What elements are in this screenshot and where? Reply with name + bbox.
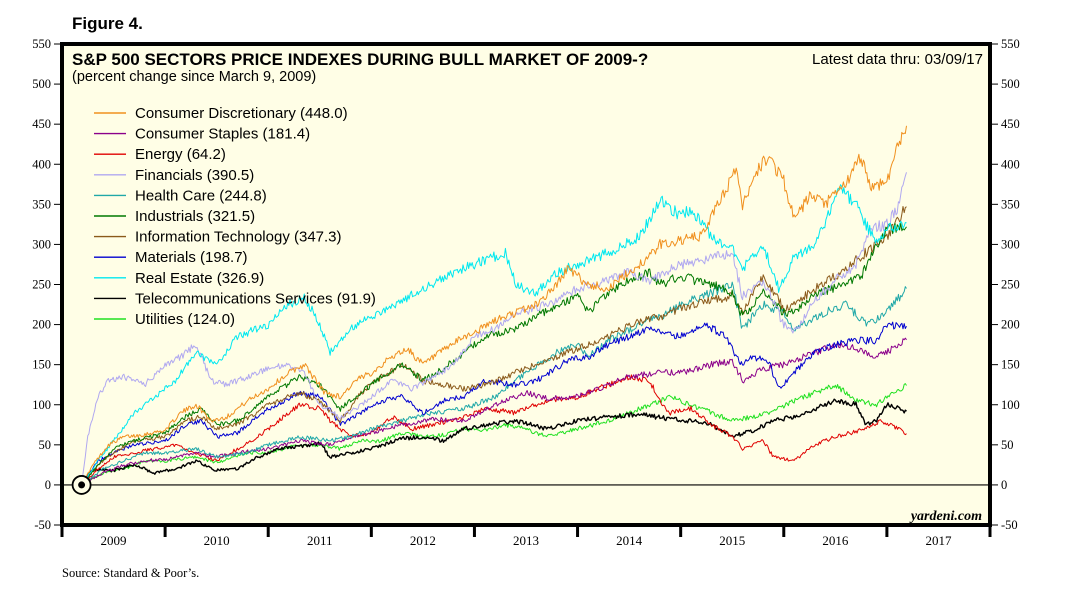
legend-label: Materials (198.7) <box>135 249 248 266</box>
legend-item: Information Technology (347.3) <box>94 229 342 246</box>
y-tick-label-right: 100 <box>1001 398 1020 412</box>
y-tick-label-left: 150 <box>32 358 51 372</box>
plot-background <box>62 44 990 525</box>
latest-data-annotation: Latest data thru: 03/09/17 <box>812 51 983 68</box>
legend-item: Utilities (124.0) <box>94 311 235 328</box>
y-tick-label-left: 400 <box>32 157 51 171</box>
y-tick-label-right: 450 <box>1001 117 1020 131</box>
legend-label: Consumer Staples (181.4) <box>135 126 310 143</box>
legend-item: Health Care (244.8) <box>94 187 267 204</box>
legend-label: Industrials (321.5) <box>135 208 255 225</box>
y-tick-label-right: 0 <box>1001 478 1007 492</box>
x-tick-label: 2012 <box>410 533 436 548</box>
x-tick-label: 2009 <box>101 533 127 548</box>
legend-item: Real Estate (326.9) <box>94 270 264 287</box>
legend-item: Consumer Staples (181.4) <box>94 126 310 143</box>
y-tick-label-left: 200 <box>32 318 51 332</box>
y-tick-label-right: 350 <box>1001 197 1020 211</box>
x-tick-label: 2014 <box>616 533 643 548</box>
x-axis: 2009 2010 2011 2012 2013 2014 2015 2016 2017 <box>60 525 992 548</box>
y-tick-label-left: 250 <box>32 278 51 292</box>
y-tick-label-left: 500 <box>32 77 51 91</box>
watermark: yardeni.com <box>909 509 982 524</box>
x-tick-label: 2015 <box>719 533 745 548</box>
chart-subtitle: (percent change since March 9, 2009) <box>72 69 316 85</box>
x-tick-label: 2016 <box>822 533 849 548</box>
y-tick-label-right: 200 <box>1001 318 1020 332</box>
y-tick-label-right: 500 <box>1001 77 1020 91</box>
y-tick-label-right: 150 <box>1001 358 1020 372</box>
series-line-financials <box>81 172 907 485</box>
y-tick-label-right: 400 <box>1001 157 1020 171</box>
legend-item: Materials (198.7) <box>94 249 248 266</box>
series-line-information-technology <box>81 206 907 486</box>
y-tick-label-right: -50 <box>1001 518 1018 532</box>
legend: Consumer Discretionary (448.0) Consumer S… <box>94 105 376 328</box>
legend-item: Energy (64.2) <box>94 146 226 163</box>
series-layer <box>81 125 907 486</box>
source-note: Source: Standard & Poor’s. <box>62 566 200 580</box>
y-tick-label-left: 100 <box>32 398 51 412</box>
y-tick-label-left: 550 <box>32 37 51 51</box>
legend-label: Financials (390.5) <box>135 167 254 184</box>
y-axis-right: -50 0 50 100 150 200 250 300 350 400 450 500 550 <box>990 37 1020 532</box>
legend-label: Consumer Discretionary (448.0) <box>135 105 348 122</box>
series-line-energy <box>81 374 907 486</box>
chart-title: S&P 500 SECTORS PRICE INDEXES DURING BUL… <box>72 50 648 69</box>
x-tick-label: 2011 <box>307 533 333 548</box>
series-line-real-estate <box>81 184 907 486</box>
series-line-consumer-discretionary <box>81 125 907 486</box>
legend-label: Energy (64.2) <box>135 146 226 163</box>
legend-label: Telecommunications Services (91.9) <box>135 290 376 307</box>
legend-label: Real Estate (326.9) <box>135 270 264 287</box>
legend-item: Telecommunications Services (91.9) <box>94 290 376 307</box>
origin-marker-dot <box>78 481 86 489</box>
y-tick-label-right: 50 <box>1001 438 1014 452</box>
y-tick-label-left: 350 <box>32 197 51 211</box>
y-tick-label-left: 300 <box>32 237 51 251</box>
x-tick-label: 2017 <box>925 533 952 548</box>
y-axis-left: -50 0 50 100 150 200 250 300 350 400 450 500 550 <box>32 37 62 532</box>
y-tick-label-right: 300 <box>1001 237 1020 251</box>
legend-item: Industrials (321.5) <box>94 208 255 225</box>
legend-label: Information Technology (347.3) <box>135 229 342 246</box>
y-tick-label-left: 50 <box>39 438 52 452</box>
series-line-industrials <box>81 222 907 486</box>
y-tick-label-left: 450 <box>32 117 51 131</box>
series-line-telecommunications-services <box>81 398 907 486</box>
legend-item: Financials (390.5) <box>94 167 254 184</box>
origin-marker <box>71 475 92 495</box>
x-tick-label: 2013 <box>513 533 539 548</box>
legend-item: Consumer Discretionary (448.0) <box>94 105 348 122</box>
y-tick-label-right: 550 <box>1001 37 1020 51</box>
figure-label: Figure 4. <box>72 14 143 33</box>
legend-label: Utilities (124.0) <box>135 311 235 328</box>
series-line-utilities <box>81 383 907 486</box>
legend-label: Health Care (244.8) <box>135 187 267 204</box>
y-tick-label-left: -50 <box>34 518 51 532</box>
y-tick-label-right: 250 <box>1001 278 1020 292</box>
y-tick-label-left: 0 <box>45 478 51 492</box>
x-tick-label: 2010 <box>204 533 230 548</box>
series-line-health-care <box>81 281 907 486</box>
